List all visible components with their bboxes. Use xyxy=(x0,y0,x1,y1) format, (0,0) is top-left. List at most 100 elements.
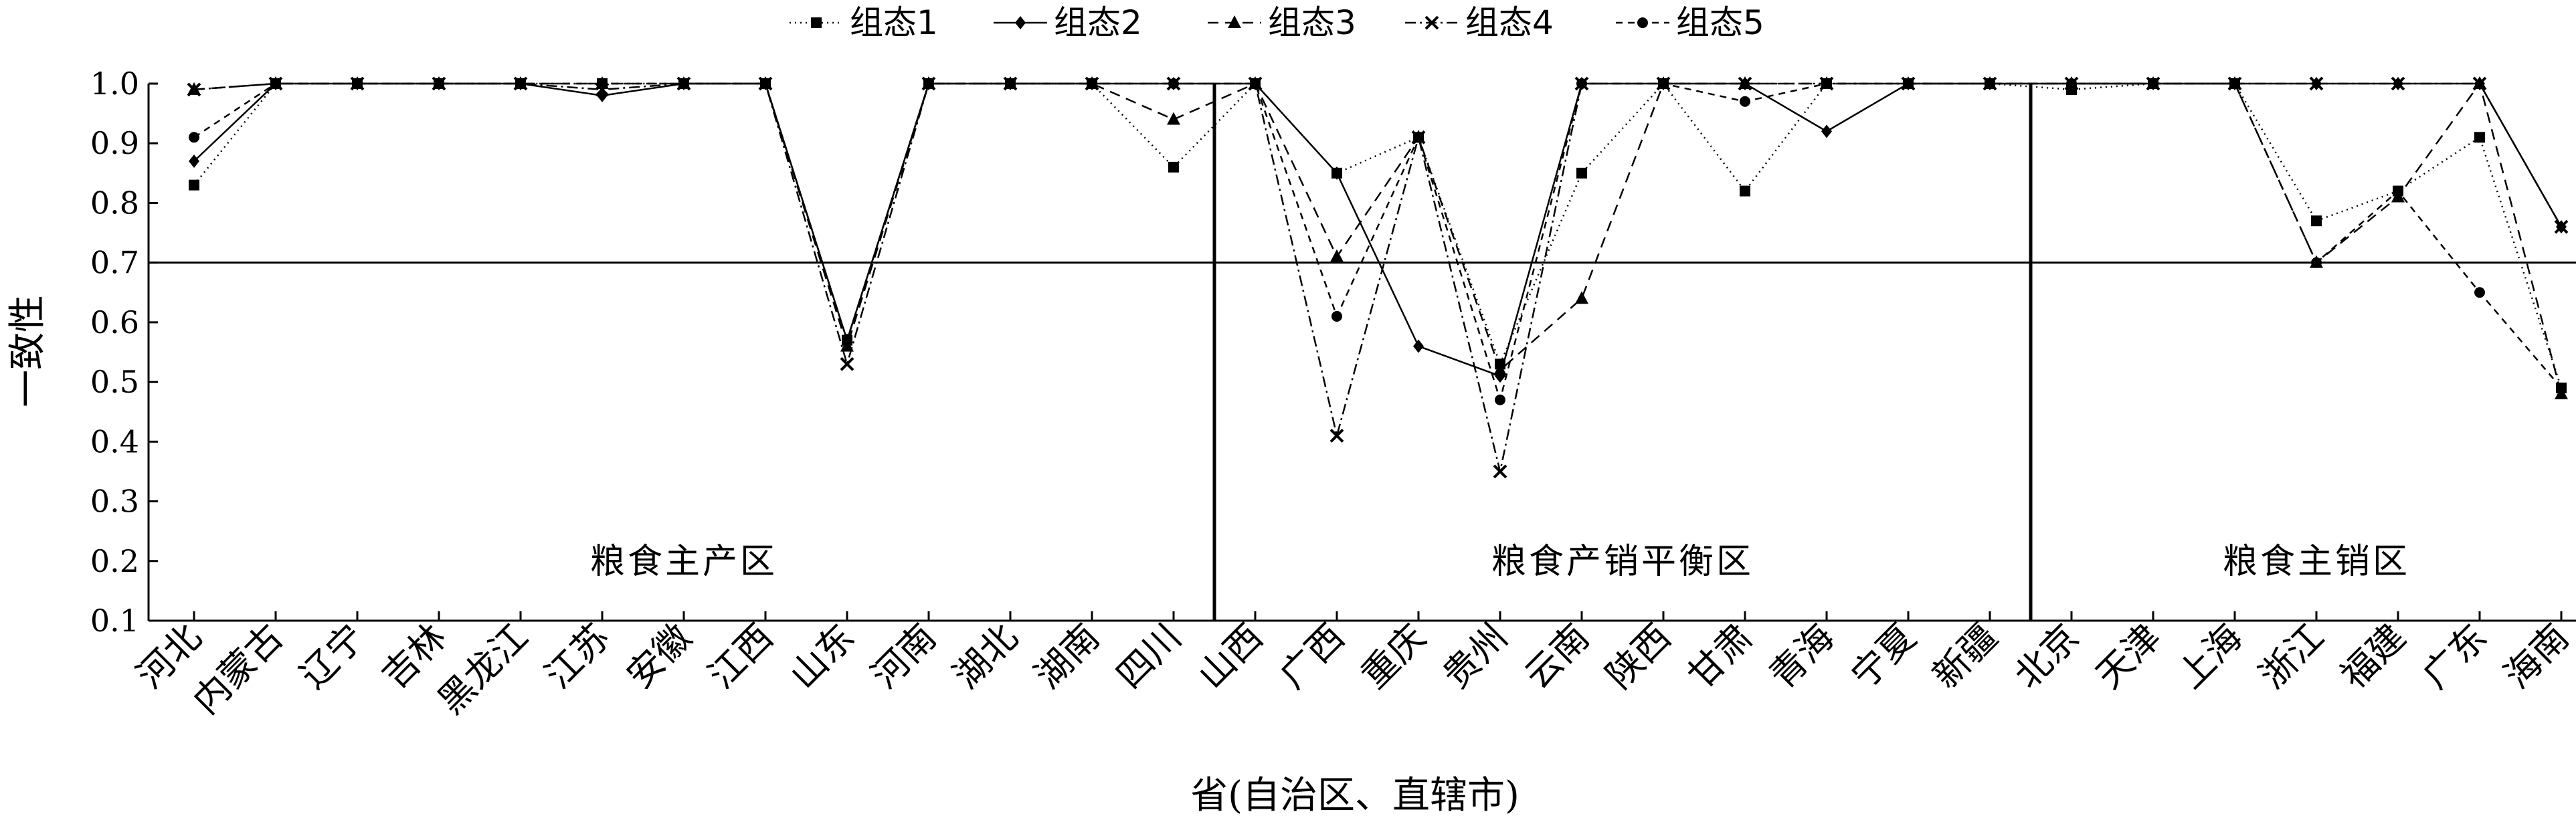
data-point xyxy=(189,132,199,143)
data-point xyxy=(1330,249,1344,262)
x-tick-label: 福建 xyxy=(2332,616,2413,697)
series-line xyxy=(193,82,2563,472)
legend-item: 组态3 xyxy=(1208,3,1356,42)
x-tick-label: 宁夏 xyxy=(1843,616,1924,697)
legend-item: 组态1 xyxy=(790,3,938,42)
data-point xyxy=(1740,96,1750,107)
legend-marker xyxy=(1424,15,1439,30)
data-point xyxy=(270,78,281,89)
series-line xyxy=(193,82,2562,403)
data-point xyxy=(597,78,608,89)
series-line xyxy=(193,82,2563,395)
data-point xyxy=(1005,78,1016,89)
data-point xyxy=(1168,161,1179,173)
x-tick-label: 上海 xyxy=(2169,616,2250,697)
legend-marker xyxy=(1637,17,1648,28)
series-5 xyxy=(189,78,2567,405)
data-point xyxy=(2474,132,2485,143)
region-label: 粮食主产区 xyxy=(590,542,777,582)
series-1 xyxy=(189,78,2567,394)
data-point xyxy=(1087,78,1097,89)
x-tick-label: 江苏 xyxy=(537,616,618,697)
x-tick-label: 广西 xyxy=(1271,616,1352,697)
data-point xyxy=(1738,76,1752,91)
series-3 xyxy=(187,76,2568,399)
x-tick-label: 海南 xyxy=(2496,616,2576,697)
x-tick-label: 云南 xyxy=(1516,616,1597,697)
legend-marker xyxy=(1015,16,1026,29)
data-point xyxy=(760,78,771,89)
series-2 xyxy=(189,77,2567,383)
x-tick-label: 黑龙江 xyxy=(430,616,536,722)
data-point xyxy=(2554,219,2569,234)
data-point xyxy=(1168,78,1179,89)
y-tick-label: 0.7 xyxy=(90,245,139,281)
data-point xyxy=(1329,428,1344,443)
data-point xyxy=(2311,215,2322,227)
y-axis-title: 一致性 xyxy=(6,295,50,407)
x-axis-title: 省(自治区、直辖市) xyxy=(1190,774,1520,817)
y-tick-label: 0.6 xyxy=(90,304,139,340)
data-point xyxy=(1576,167,1587,179)
x-tick-label: 重庆 xyxy=(1353,616,1434,697)
y-tick-label: 0.8 xyxy=(90,185,139,221)
data-point xyxy=(1250,78,1261,89)
data-point xyxy=(1985,78,1995,89)
data-point xyxy=(189,154,199,168)
x-tick-label: 新疆 xyxy=(1924,616,2005,697)
x-tick-label: 陕西 xyxy=(1598,616,1679,697)
legend-label: 组态1 xyxy=(850,3,938,42)
data-point xyxy=(434,78,444,89)
series-line xyxy=(193,82,2563,377)
legend-item: 组态2 xyxy=(994,3,1142,42)
data-point xyxy=(1331,310,1342,322)
y-tick-label: 0.2 xyxy=(90,543,139,579)
x-tick-label: 安徽 xyxy=(618,616,699,697)
data-point xyxy=(923,78,934,89)
region-label: 粮食产销平衡区 xyxy=(1491,542,1754,582)
x-tick-label: 浙江 xyxy=(2251,616,2332,697)
data-point xyxy=(2474,287,2485,298)
data-point xyxy=(2472,76,2487,91)
legend-item: 组态5 xyxy=(1616,3,1764,42)
data-point xyxy=(1413,339,1424,353)
y-tick-label: 0.9 xyxy=(90,125,139,161)
data-point xyxy=(1658,78,1669,89)
legend-label: 组态2 xyxy=(1054,3,1142,42)
data-point xyxy=(1575,291,1588,304)
data-point xyxy=(1821,78,1832,89)
data-point xyxy=(2148,78,2158,89)
data-point xyxy=(840,356,854,371)
x-tick-label: 内蒙古 xyxy=(185,616,291,722)
data-point xyxy=(1740,185,1750,197)
data-point xyxy=(1493,464,1507,479)
region-labels: 粮食主产区 粮食产销平衡区 粮食主销区 xyxy=(590,542,2410,582)
series-line xyxy=(193,82,2563,389)
x-tick-label: 湖南 xyxy=(1026,616,1107,697)
data-point xyxy=(1576,78,1587,89)
x-tick-label: 山西 xyxy=(1190,616,1271,697)
x-tick-label: 贵州 xyxy=(1435,616,1515,697)
plot-frame xyxy=(147,84,2576,622)
data-point xyxy=(1903,78,1914,89)
data-point xyxy=(1821,124,1832,138)
data-point xyxy=(2066,78,2077,89)
data-point xyxy=(352,78,363,89)
x-tick-label: 北京 xyxy=(2006,616,2087,697)
y-axis: 0.1 0.2 0.3 0.4 0.5 0.6 0.7 0.8 0.9 1.0 xyxy=(90,66,158,639)
y-tick-label: 0.1 xyxy=(90,603,139,639)
x-tick-label: 河南 xyxy=(863,616,944,697)
x-tick-label: 山东 xyxy=(781,616,862,697)
legend-marker xyxy=(1228,15,1241,28)
region-label: 粮食主销区 xyxy=(2223,542,2410,582)
data-point xyxy=(2311,257,2322,268)
y-tick-label: 0.4 xyxy=(90,423,139,459)
data-point xyxy=(842,334,852,346)
x-tick-label: 天津 xyxy=(2088,616,2169,697)
legend-label: 组态4 xyxy=(1465,3,1554,42)
data-point xyxy=(1493,363,1507,376)
legend-marker xyxy=(811,17,822,28)
y-tick-label: 1.0 xyxy=(90,66,139,102)
legend: 组态1 组态2 组态3 组态4 组态5 xyxy=(790,3,1764,42)
data-point xyxy=(2393,185,2403,197)
